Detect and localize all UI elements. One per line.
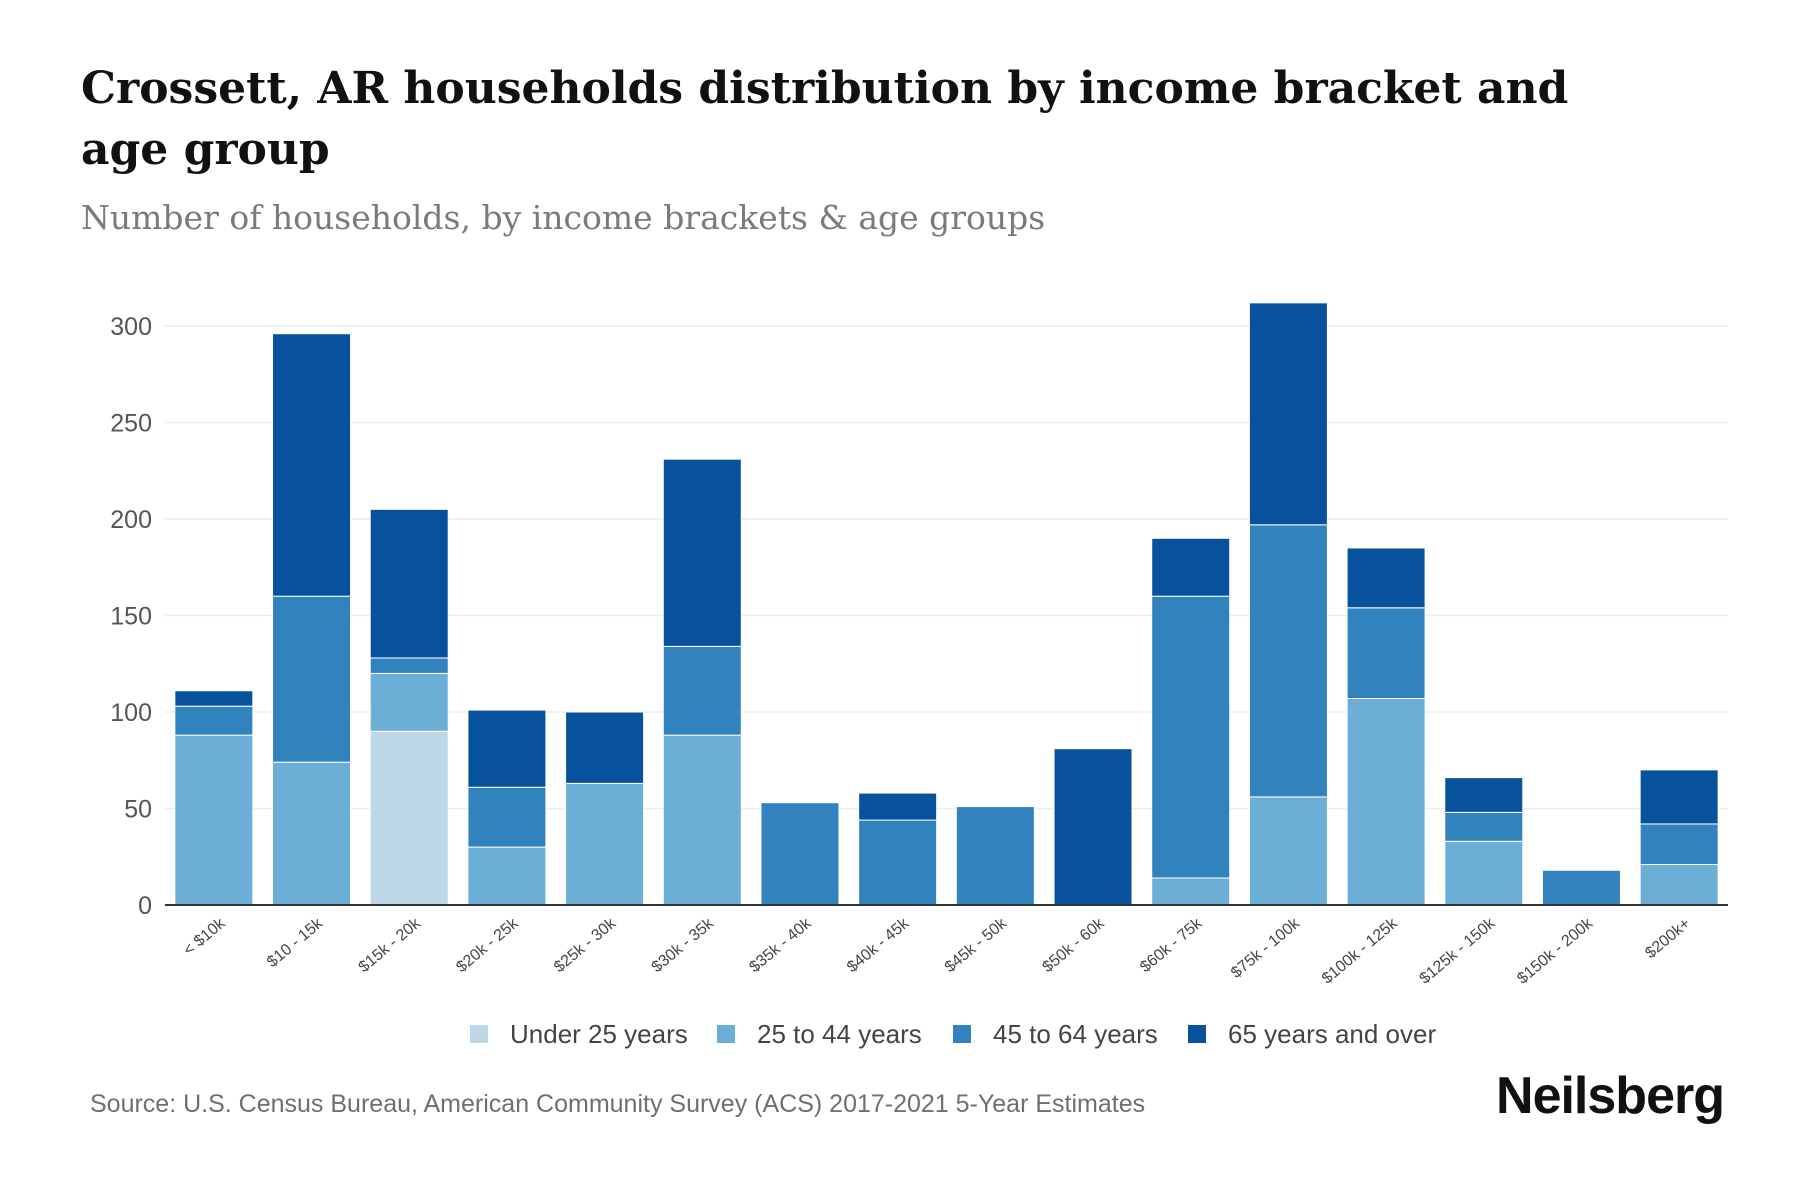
y-tick-label: 50 — [124, 796, 152, 824]
bar-segment — [1346, 547, 1426, 609]
bar-segment — [858, 792, 938, 821]
legend-label: 45 to 64 years — [993, 1019, 1158, 1049]
bar-segment — [1639, 769, 1719, 825]
x-tick-label: $200k+ — [1642, 915, 1693, 962]
bar-segment — [1541, 869, 1621, 906]
brand-logo: Neilsberg — [1496, 1067, 1725, 1125]
legend: Under 25 years 25 to 44 years 45 to 64 yea… — [470, 1019, 1436, 1049]
bar-segment — [369, 672, 449, 732]
x-tick-label: $50k - 60k — [1039, 914, 1108, 976]
x-tick-label: $75k - 100k — [1228, 914, 1304, 981]
bar-segment — [1444, 840, 1524, 906]
bar-segment — [272, 761, 352, 906]
bar-segment — [955, 806, 1035, 906]
bar-segment — [272, 595, 352, 763]
bar-segment — [760, 802, 840, 906]
bar-segment — [565, 782, 645, 906]
y-tick-label: 300 — [110, 313, 152, 341]
bar-segment — [662, 458, 742, 647]
chart-title: Crossett, AR households distribution by … — [81, 63, 1569, 175]
bar-segment — [272, 333, 352, 597]
bar-segment — [1151, 877, 1231, 906]
legend-swatch — [1188, 1025, 1206, 1043]
x-tick-label: $100k - 125k — [1319, 914, 1402, 987]
bar-segment — [1151, 595, 1231, 879]
x-tick-label: $30k - 35k — [649, 914, 718, 976]
legend-swatch — [953, 1025, 971, 1043]
y-axis-ticks: 0 50 100 150 200 250 300 — [110, 313, 152, 920]
x-tick-label: $20k - 25k — [453, 914, 522, 976]
bar-segment — [174, 705, 254, 736]
legend-label: 65 years and over — [1228, 1019, 1436, 1049]
bar-segment — [1346, 697, 1426, 906]
bars — [174, 302, 1719, 906]
bar-segment — [1248, 524, 1328, 798]
bar-segment — [467, 786, 547, 848]
bar-segment — [1444, 811, 1524, 842]
chart-subtitle: Number of households, by income brackets… — [81, 198, 1046, 237]
bar-segment — [1053, 748, 1133, 906]
bar-segment — [1639, 823, 1719, 865]
legend-label: 25 to 44 years — [757, 1019, 922, 1049]
bar-segment — [369, 657, 449, 674]
y-tick-label: 200 — [110, 506, 152, 534]
x-tick-label: $15k - 20k — [356, 914, 425, 976]
x-tick-label: $10 - 15k — [264, 914, 327, 971]
x-tick-label: $40k - 45k — [844, 914, 913, 976]
bar-segment — [1248, 302, 1328, 526]
bar-segment — [467, 709, 547, 788]
bar-segment — [1248, 796, 1328, 906]
bar-segment — [858, 819, 938, 906]
y-tick-label: 100 — [110, 699, 152, 727]
legend-label: Under 25 years — [510, 1019, 688, 1049]
bar-segment — [662, 734, 742, 906]
x-tick-label: $45k - 50k — [942, 914, 1011, 976]
y-tick-label: 0 — [138, 892, 152, 920]
bar-segment — [1444, 777, 1524, 813]
x-tick-label: < $10k — [180, 914, 229, 959]
bar-segment — [1151, 537, 1231, 597]
bar-segment — [174, 690, 254, 707]
source-note: Source: U.S. Census Bureau, American Com… — [90, 1090, 1146, 1118]
bar-segment — [369, 508, 449, 659]
x-axis-ticks: < $10k $10 - 15k $15k - 20k $20k - 25k $25k … — [180, 914, 1693, 987]
stacked-bar-chart: 0 50 100 150 200 250 300 < $10k $10 - 15k $15k -… — [110, 302, 1728, 1049]
bar-segment — [369, 730, 449, 906]
bar-segment — [1346, 607, 1426, 699]
legend-swatch — [717, 1025, 735, 1043]
bar-segment — [174, 734, 254, 906]
bar-segment — [1639, 863, 1719, 906]
legend-swatch — [470, 1025, 488, 1043]
x-tick-label: $35k - 40k — [746, 914, 815, 976]
x-tick-label: $60k - 75k — [1137, 914, 1206, 976]
bar-segment — [662, 645, 742, 736]
bar-segment — [467, 846, 547, 906]
bar-segment — [565, 711, 645, 784]
x-tick-label: $25k - 30k — [551, 914, 620, 976]
y-tick-label: 250 — [110, 410, 152, 438]
x-tick-label: $150k - 200k — [1514, 914, 1597, 987]
y-tick-label: 150 — [110, 603, 152, 631]
x-tick-label: $125k - 150k — [1417, 914, 1500, 987]
